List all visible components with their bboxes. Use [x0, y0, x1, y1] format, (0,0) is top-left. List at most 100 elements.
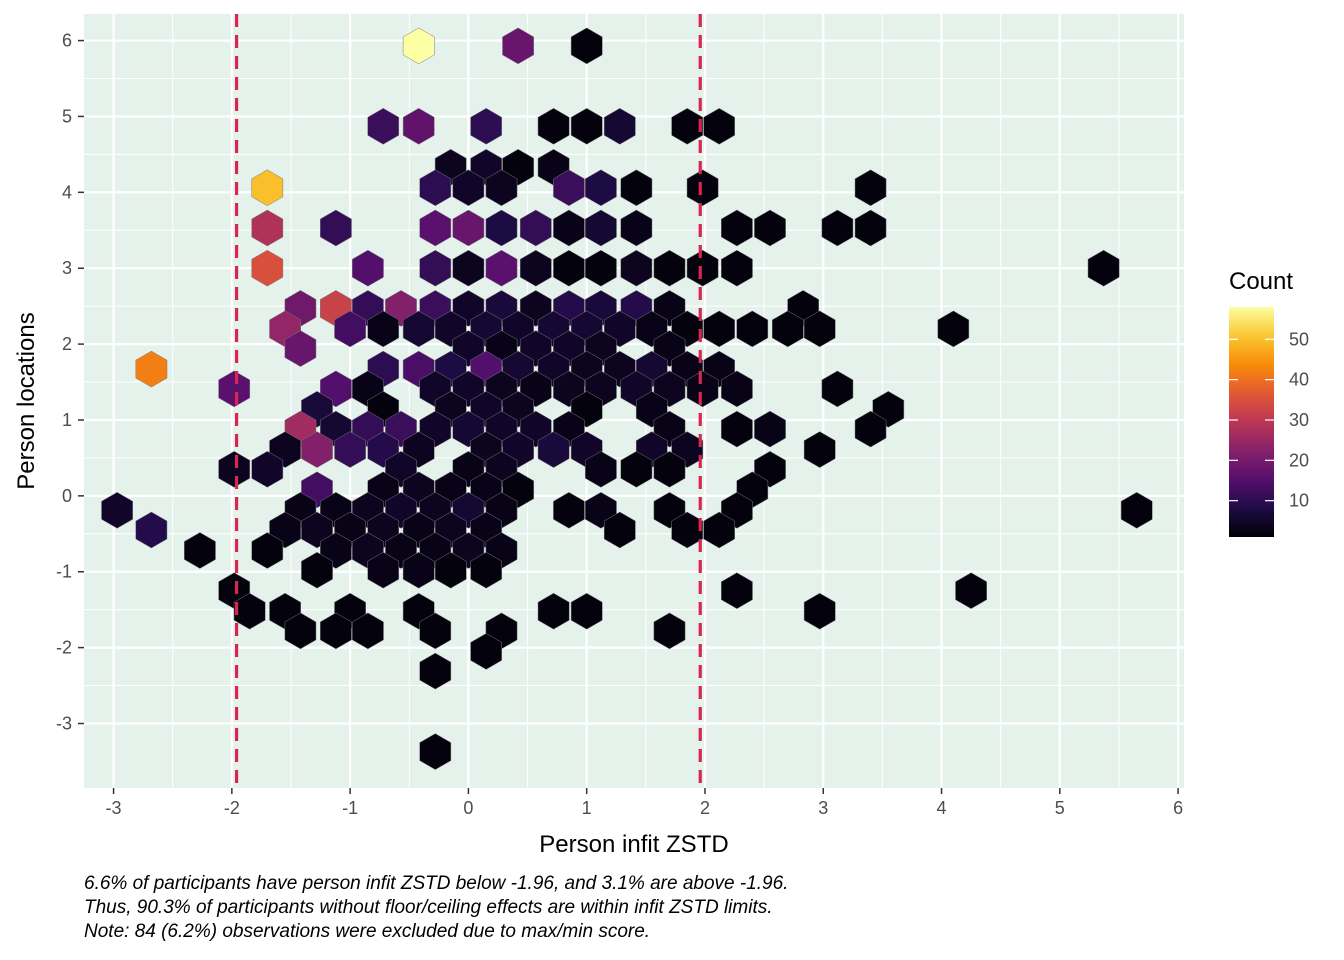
- hex-bin: [703, 108, 735, 145]
- hex-bin: [251, 249, 284, 287]
- hex-bin: [620, 209, 653, 247]
- hex-bin: [320, 209, 352, 247]
- legend-colorbar: [1229, 307, 1274, 537]
- hex-bin: [101, 492, 133, 529]
- hex-bin: [620, 169, 653, 207]
- hex-bin: [620, 451, 653, 488]
- legend-label: 20: [1289, 450, 1309, 470]
- hex-bin: [320, 612, 352, 650]
- legend-title: Count: [1229, 268, 1293, 295]
- hex-bin: [470, 551, 502, 589]
- hex-bin: [854, 410, 887, 448]
- hex-bin: [803, 431, 836, 468]
- hexbin-layer: [101, 27, 1153, 770]
- hex-bin: [502, 27, 534, 65]
- hex-bin: [686, 169, 719, 207]
- x-tick-label: 3: [818, 798, 828, 818]
- hex-bin: [854, 169, 887, 207]
- hex-bin: [452, 209, 485, 247]
- hex-bin: [653, 612, 686, 650]
- hex-bin: [585, 169, 617, 207]
- hex-bin: [955, 572, 987, 609]
- hex-bin: [653, 451, 686, 488]
- hex-bin: [135, 350, 168, 388]
- hex-bin: [603, 511, 636, 549]
- x-axis-title: Person infit ZSTD: [539, 831, 728, 858]
- y-tick-label: -1: [56, 562, 72, 582]
- hex-bin: [553, 492, 585, 529]
- hex-bin: [419, 169, 452, 207]
- hex-bin: [301, 431, 333, 468]
- hex-bin: [284, 330, 317, 367]
- hex-bin: [570, 27, 603, 65]
- x-axis: -3 -2 -1 0 1 2 3 4 5 6: [106, 788, 1183, 818]
- hex-bin: [519, 249, 552, 287]
- hex-bin: [585, 249, 617, 287]
- hex-bin: [721, 249, 753, 287]
- hex-bin: [419, 209, 452, 247]
- x-tick-label: 5: [1055, 798, 1065, 818]
- legend-label: 50: [1289, 329, 1309, 349]
- hex-bin: [218, 370, 251, 408]
- hex-bin: [537, 431, 570, 468]
- hex-bin: [553, 209, 585, 247]
- y-axis: -3 -2 -1 0 1 2 3 4 5 6: [56, 31, 84, 734]
- x-tick-label: 0: [463, 798, 473, 818]
- hex-bin: [367, 551, 400, 589]
- hex-bin: [585, 209, 617, 247]
- caption-line-1: 6.6% of participants have person infit Z…: [84, 873, 789, 894]
- hex-bin: [686, 249, 719, 287]
- reference-lines: [234, 14, 702, 788]
- y-tick-label: 2: [62, 334, 72, 354]
- hex-bin: [653, 249, 686, 287]
- hex-bin: [854, 209, 887, 247]
- hex-bin: [703, 511, 735, 549]
- hex-bin: [434, 551, 467, 589]
- caption: 6.6% of participants have person infit Z…: [84, 872, 788, 944]
- hex-bin: [218, 451, 251, 488]
- x-tick-label: -1: [342, 798, 358, 818]
- hex-bin: [620, 249, 653, 287]
- x-tick-label: 6: [1173, 798, 1183, 818]
- hex-bin: [671, 511, 704, 549]
- hex-bin: [821, 209, 854, 247]
- hex-bin: [233, 592, 266, 630]
- caption-line-3: Note: 84 (6.2%) observations were exclud…: [84, 921, 651, 942]
- hex-bin: [1087, 249, 1120, 287]
- y-tick-label: -3: [56, 714, 72, 734]
- y-tick-label: 3: [62, 258, 72, 278]
- hex-bin: [721, 370, 753, 408]
- hex-bin: [537, 108, 570, 145]
- hex-bin: [570, 108, 603, 145]
- hex-bin: [251, 451, 284, 488]
- hex-bin: [419, 733, 452, 770]
- hex-bin: [937, 310, 970, 348]
- hex-bin: [570, 592, 603, 630]
- x-tick-label: -3: [106, 798, 122, 818]
- hex-bin: [470, 633, 502, 670]
- hex-bin: [519, 209, 552, 247]
- hex-bin: [821, 370, 854, 408]
- hex-bin: [135, 511, 168, 549]
- hex-bin: [485, 249, 518, 287]
- hex-bin: [721, 209, 753, 247]
- hex-bin: [334, 310, 366, 348]
- hex-bin: [402, 27, 435, 65]
- hex-bin: [537, 592, 570, 630]
- y-tick-label: 5: [62, 106, 72, 126]
- hex-bin: [419, 249, 452, 287]
- hex-bin: [754, 410, 786, 448]
- hex-bin: [736, 310, 769, 348]
- hex-bin: [1120, 492, 1153, 529]
- legend-ticks: 10 20 30 40 50: [1229, 329, 1309, 511]
- hex-bin: [452, 249, 485, 287]
- hex-bin: [251, 209, 284, 247]
- hex-bin: [686, 370, 719, 408]
- x-tick-label: 2: [700, 798, 710, 818]
- x-tick-label: 4: [937, 798, 947, 818]
- hex-bin: [367, 108, 400, 145]
- y-tick-label: -2: [56, 638, 72, 658]
- hex-bin: [284, 612, 317, 650]
- hex-bin: [470, 108, 502, 145]
